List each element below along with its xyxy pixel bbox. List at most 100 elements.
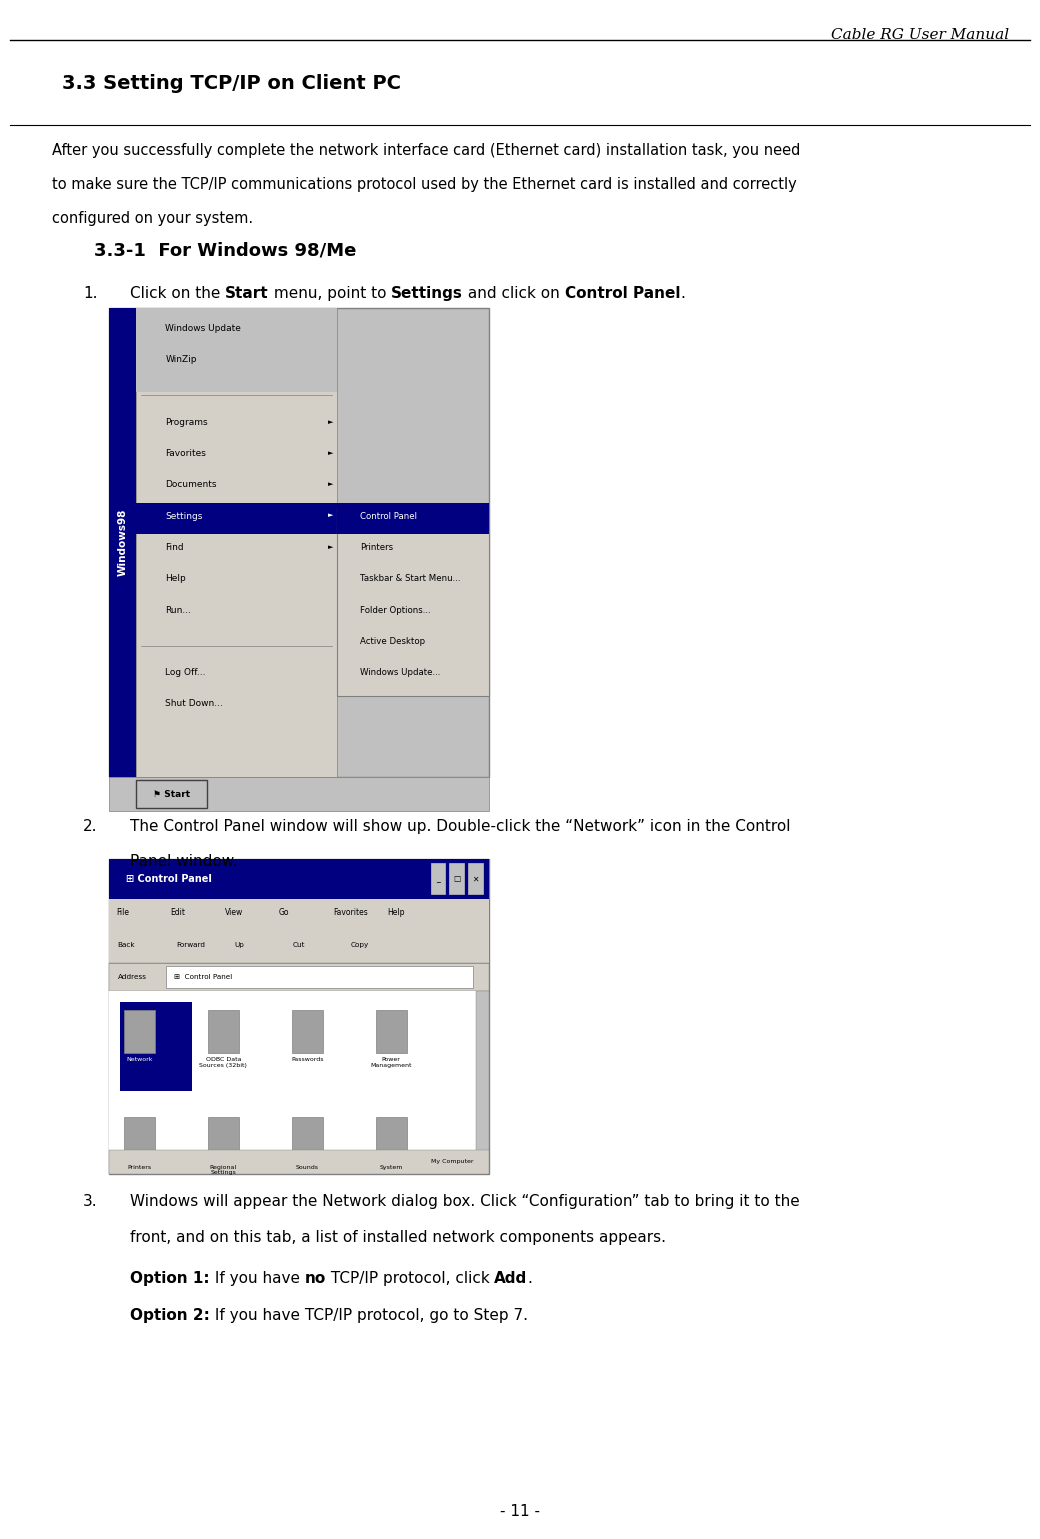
Text: ✕: ✕ [472, 874, 478, 883]
Text: 3.: 3. [83, 1194, 98, 1210]
Bar [291, 1117, 322, 1160]
Text: Help: Help [165, 574, 186, 583]
Text: Favorites: Favorites [333, 908, 367, 917]
Text: ►: ► [328, 512, 333, 519]
Text: Printers: Printers [127, 1165, 152, 1170]
Text: System: System [380, 1165, 402, 1170]
Text: menu, point to: menu, point to [269, 286, 391, 302]
Bar [337, 508, 489, 696]
Bar [124, 1117, 155, 1160]
Bar [136, 308, 337, 392]
Bar [109, 859, 489, 1174]
Text: Copy: Copy [350, 942, 369, 948]
Text: Folder Options...: Folder Options... [360, 605, 431, 614]
Text: ►: ► [328, 449, 333, 456]
Bar [109, 991, 489, 1174]
Bar [166, 966, 473, 988]
Text: .: . [527, 1271, 532, 1287]
Bar [468, 863, 483, 894]
Text: Settings: Settings [165, 511, 203, 520]
Bar [136, 308, 337, 777]
Text: ►: ► [328, 482, 333, 488]
Text: Click on the: Click on the [130, 286, 226, 302]
Text: 3.3-1  For Windows 98/Me: 3.3-1 For Windows 98/Me [94, 242, 356, 260]
Text: Add: Add [494, 1271, 527, 1287]
Bar [109, 308, 136, 777]
Text: Regional
Settings: Regional Settings [210, 1165, 237, 1176]
Text: ⊞ Control Panel: ⊞ Control Panel [126, 874, 212, 883]
Text: Control Panel: Control Panel [360, 511, 417, 520]
Text: front, and on this tab, a list of installed network components appears.: front, and on this tab, a list of instal… [130, 1230, 666, 1245]
Text: □: □ [453, 874, 460, 883]
Text: Active Desktop: Active Desktop [360, 637, 425, 646]
Text: ►: ► [328, 419, 333, 425]
Text: _: _ [436, 874, 440, 883]
Text: - 11 -: - 11 - [500, 1504, 540, 1519]
Text: Control Panel: Control Panel [565, 286, 680, 302]
Bar [375, 1117, 407, 1160]
Bar [375, 1010, 407, 1053]
Text: File: File [116, 908, 130, 917]
Text: ⊞  Control Panel: ⊞ Control Panel [174, 974, 232, 980]
Text: 3.3 Setting TCP/IP on Client PC: 3.3 Setting TCP/IP on Client PC [62, 74, 401, 92]
Bar [109, 963, 489, 991]
Text: Sounds: Sounds [295, 1165, 318, 1170]
Text: TCP/IP protocol, click: TCP/IP protocol, click [326, 1271, 494, 1287]
Text: Favorites: Favorites [165, 449, 206, 459]
Text: Passwords: Passwords [291, 1057, 323, 1062]
Bar [109, 899, 489, 926]
Text: If you have: If you have [210, 1271, 305, 1287]
Text: .: . [680, 286, 685, 302]
Text: Taskbar & Start Menu...: Taskbar & Start Menu... [360, 574, 461, 583]
Text: ►: ► [328, 543, 333, 549]
Text: Edit: Edit [171, 908, 185, 917]
Bar [120, 1002, 192, 1091]
Bar [136, 780, 207, 808]
Text: Windows Update: Windows Update [165, 323, 241, 332]
Bar [476, 991, 489, 1174]
Text: My Computer: My Computer [431, 1159, 473, 1165]
Bar [208, 1010, 239, 1053]
Text: Forward: Forward [176, 942, 205, 948]
Text: to make sure the TCP/IP communications protocol used by the Ethernet card is ins: to make sure the TCP/IP communications p… [52, 177, 797, 192]
Text: 1.: 1. [83, 286, 98, 302]
Text: After you successfully complete the network interface card (Ethernet card) insta: After you successfully complete the netw… [52, 143, 801, 159]
Bar [136, 503, 337, 534]
Text: The Control Panel window will show up. Double-click the “Network” icon in the Co: The Control Panel window will show up. D… [130, 819, 790, 834]
Bar [291, 1010, 322, 1053]
Text: no: no [305, 1271, 326, 1287]
Text: Cut: Cut [292, 942, 305, 948]
Text: WinZip: WinZip [165, 356, 197, 365]
Text: Log Off...: Log Off... [165, 668, 206, 677]
Bar [109, 777, 489, 811]
Text: Windows98: Windows98 [118, 509, 128, 576]
Text: If you have TCP/IP protocol, go to Step 7.: If you have TCP/IP protocol, go to Step … [210, 1308, 528, 1324]
Bar [109, 1150, 489, 1174]
Text: Documents: Documents [165, 480, 217, 489]
Text: Back: Back [118, 942, 135, 948]
Text: Start: Start [226, 286, 269, 302]
Bar [208, 1117, 239, 1160]
Text: ⚑ Start: ⚑ Start [153, 790, 190, 799]
Text: Printers: Printers [360, 543, 393, 553]
Bar [449, 863, 464, 894]
Text: 2.: 2. [83, 819, 98, 834]
Text: Network: Network [126, 1057, 153, 1062]
Text: Address: Address [118, 974, 147, 980]
Text: Go: Go [279, 908, 289, 917]
Text: Windows will appear the Network dialog box. Click “Configuration” tab to bring i: Windows will appear the Network dialog b… [130, 1194, 800, 1210]
Bar [124, 1010, 155, 1053]
Text: Run...: Run... [165, 605, 191, 614]
Bar [109, 926, 489, 963]
Text: Help: Help [387, 908, 405, 917]
Text: Windows Update...: Windows Update... [360, 668, 441, 677]
Text: Find: Find [165, 543, 184, 553]
Text: and click on: and click on [463, 286, 565, 302]
Text: Settings: Settings [391, 286, 463, 302]
Text: Shut Down...: Shut Down... [165, 699, 224, 708]
Text: Programs: Programs [165, 417, 208, 426]
Text: Panel window.: Panel window. [130, 854, 238, 870]
Text: configured on your system.: configured on your system. [52, 211, 253, 226]
Bar [109, 308, 489, 777]
Bar [431, 863, 445, 894]
